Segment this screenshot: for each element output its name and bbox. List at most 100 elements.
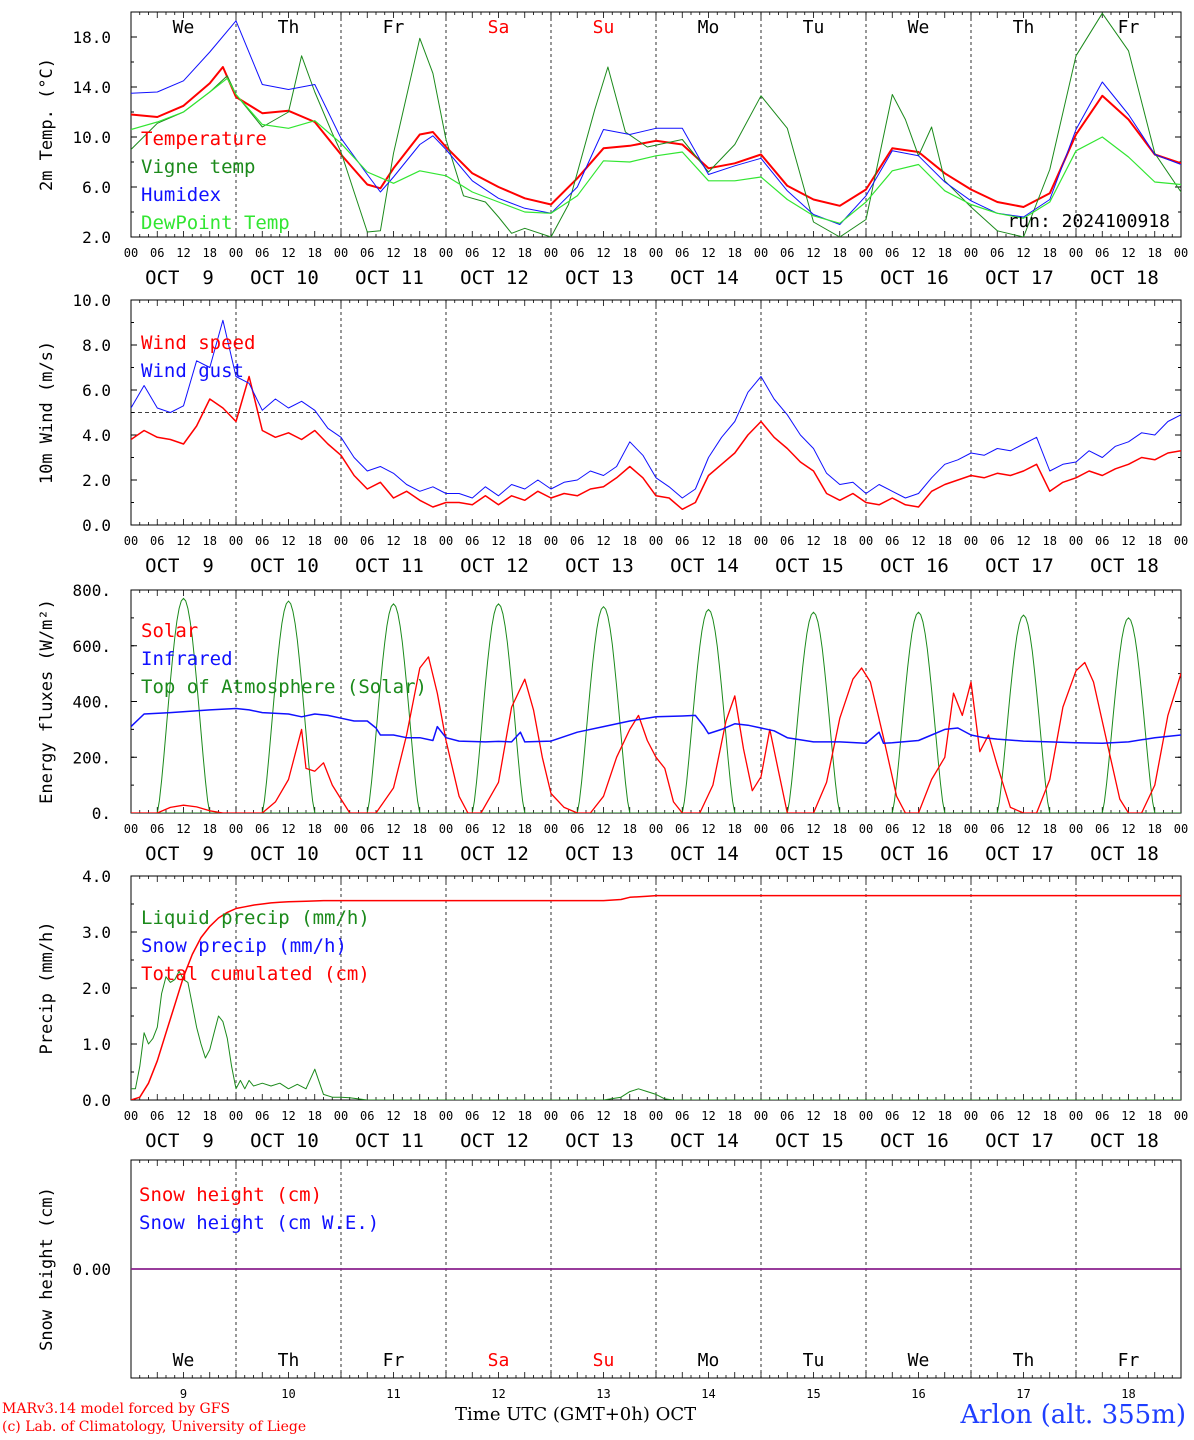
y-tick-label: 3.0: [82, 923, 111, 942]
hour-tick-label: 00: [439, 246, 453, 260]
hour-tick-label: 06: [990, 534, 1004, 548]
hour-tick-label: 12: [386, 1109, 400, 1123]
weekday-label: Th: [1013, 17, 1035, 38]
date-label: OCT 11: [355, 1130, 424, 1152]
legend-item: Snow height (cm): [139, 1184, 322, 1206]
weekday-label: Sa: [488, 1350, 510, 1371]
weekday-label: Th: [278, 17, 300, 38]
hour-tick-label: 12: [806, 1109, 820, 1123]
hour-tick-label: 06: [150, 534, 164, 548]
hour-tick-label: 12: [176, 1109, 190, 1123]
series-top-of-atmosphere: [131, 597, 1181, 813]
hour-tick-label: 12: [1016, 534, 1030, 548]
panel-4: 0.0 1.0 2.0 3.0 4.0 Precip (mm/h) Liquid preci…: [37, 867, 1188, 1152]
panel-1: 2.0 6.0 10.0 14.0 18.0 2m Temp. (°C) Temperatu…: [37, 11, 1188, 289]
hour-tick-label: 06: [570, 822, 584, 836]
hour-tick-label: 12: [491, 246, 505, 260]
hour-tick-label: 00: [124, 246, 138, 260]
hour-tick-label: 18: [1148, 534, 1162, 548]
y-tick-label: 400.: [72, 693, 111, 712]
series-dewpoint-temp: [131, 77, 1181, 224]
date-label: OCT 14: [670, 843, 739, 865]
hour-tick-label: 12: [1121, 1109, 1135, 1123]
weekday-label: Fr: [383, 1350, 405, 1371]
y-tick-label: 6.0: [82, 381, 111, 400]
hour-tick-label: 06: [675, 1109, 689, 1123]
hour-tick-label: 12: [911, 1109, 925, 1123]
hour-tick-label: 00: [229, 246, 243, 260]
hour-tick-label: 00: [1069, 246, 1083, 260]
hour-tick-label: 18: [413, 822, 427, 836]
hour-tick-label: 18: [938, 1109, 952, 1123]
hour-tick-label: 00: [964, 534, 978, 548]
hour-tick-label: 06: [255, 246, 269, 260]
hour-tick-label: 06: [570, 534, 584, 548]
hour-tick-label: 00: [439, 534, 453, 548]
y-axis-label: 2m Temp. (°C): [37, 58, 57, 191]
y-tick-label: 2.0: [82, 471, 111, 490]
hour-tick-label: 06: [465, 534, 479, 548]
series-vigne-temp: [131, 12, 1181, 237]
weekday-label: We: [173, 1350, 195, 1371]
hour-tick-label: 18: [728, 246, 742, 260]
y-tick-label: 6.0: [82, 178, 111, 197]
date-label: OCT 15: [775, 555, 844, 577]
x-axis-title: Time UTC (GMT+0h) OCT: [455, 1404, 697, 1425]
hour-tick-label: 00: [439, 822, 453, 836]
hour-tick-label: 18: [308, 534, 322, 548]
date-label: OCT 15: [775, 843, 844, 865]
hour-tick-label: 18: [203, 534, 217, 548]
hour-tick-label: 18: [203, 1109, 217, 1123]
hour-tick-label: 12: [1121, 246, 1135, 260]
hour-tick-label: 06: [990, 822, 1004, 836]
hour-tick-label: 00: [754, 246, 768, 260]
credit-line-lab: (c) Lab. of Climatology, University of L…: [2, 1419, 307, 1435]
date-label: OCT 12: [460, 555, 529, 577]
date-label: OCT 17: [985, 1130, 1054, 1152]
hour-tick-label: 12: [491, 822, 505, 836]
hour-tick-label: 18: [728, 1109, 742, 1123]
y-tick-label: 4.0: [82, 426, 111, 445]
hour-tick-label: 06: [465, 1109, 479, 1123]
hour-tick-label: 12: [1121, 534, 1135, 548]
hour-tick-label: 18: [1148, 1109, 1162, 1123]
hour-tick-label: 00: [1069, 822, 1083, 836]
hour-tick-label: 12: [1121, 822, 1135, 836]
hour-tick-label: 18: [1043, 822, 1057, 836]
hour-tick-label: 06: [675, 534, 689, 548]
hour-tick-label: 06: [360, 822, 374, 836]
legend-item: DewPoint Temp: [141, 212, 290, 234]
hour-tick-label: 18: [1043, 246, 1057, 260]
hour-tick-label: 12: [491, 1109, 505, 1123]
hour-tick-label: 06: [360, 1109, 374, 1123]
y-tick-label: 1.0: [82, 1035, 111, 1054]
y-tick-label: 0.0: [82, 1091, 111, 1110]
hour-tick-label: 12: [491, 534, 505, 548]
series-liquid-precip-mm-h: [131, 970, 1181, 1100]
day-number-label: 18: [1121, 1387, 1135, 1401]
weekday-label: Mo: [698, 17, 720, 38]
date-label: OCT 18: [1090, 1130, 1159, 1152]
hour-tick-label: 18: [413, 534, 427, 548]
hour-tick-label: 00: [334, 534, 348, 548]
hour-tick-label: 18: [833, 822, 847, 836]
hour-tick-label: 18: [728, 822, 742, 836]
y-tick-label: 0.0: [82, 516, 111, 535]
date-label: OCT 9: [145, 843, 214, 865]
legend-item: Humidex: [141, 184, 221, 206]
hour-tick-label: 06: [675, 246, 689, 260]
hour-tick-label: 06: [255, 1109, 269, 1123]
hour-tick-label: 00: [439, 1109, 453, 1123]
y-tick-label: 8.0: [82, 336, 111, 355]
y-tick-label: 18.0: [72, 28, 111, 47]
date-label: OCT 16: [880, 555, 949, 577]
hour-tick-label: 00: [334, 822, 348, 836]
date-label: OCT 13: [565, 843, 634, 865]
hour-tick-label: 18: [203, 246, 217, 260]
weekday-label: Fr: [383, 17, 405, 38]
weekday-label: Tu: [803, 1350, 825, 1371]
hour-tick-label: 06: [570, 1109, 584, 1123]
hour-tick-label: 00: [649, 822, 663, 836]
hour-tick-label: 06: [150, 1109, 164, 1123]
hour-tick-label: 18: [1148, 822, 1162, 836]
